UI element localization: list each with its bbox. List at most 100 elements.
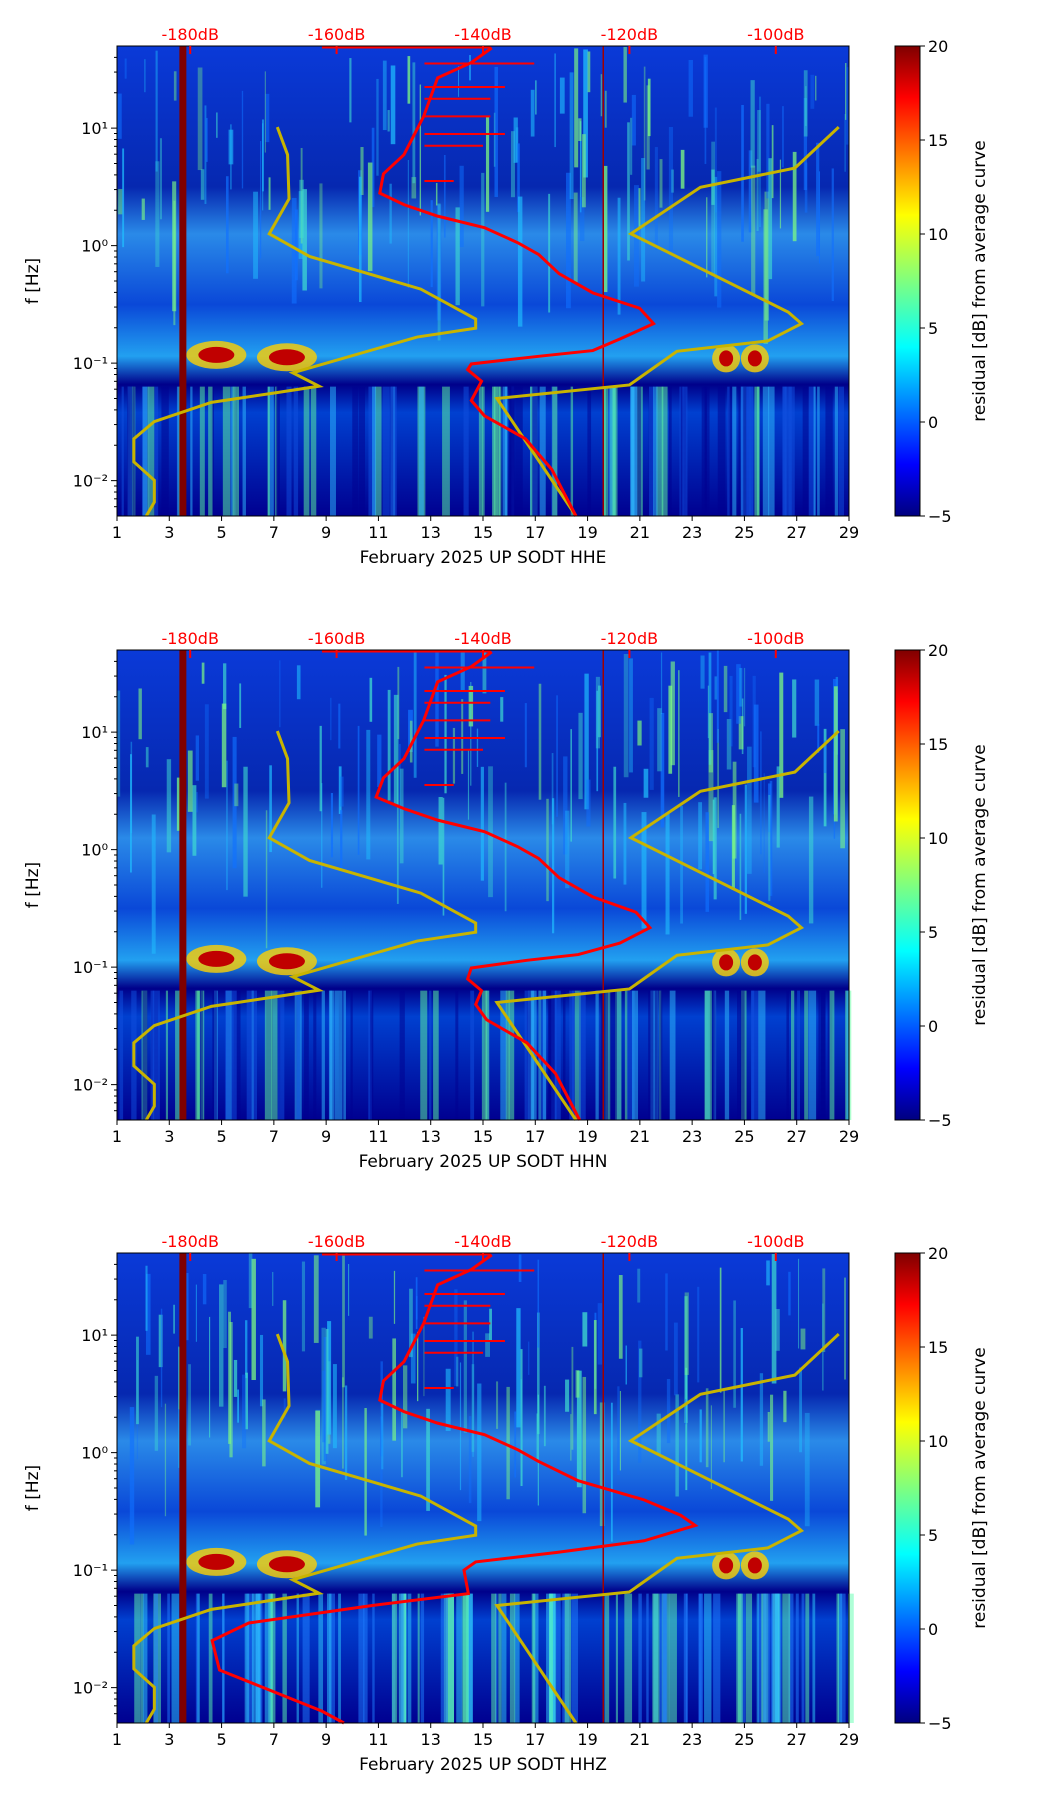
spectrogram-stripe	[805, 1593, 810, 1723]
spectrogram-stripe	[201, 662, 205, 684]
spectrogram-stripe	[363, 1593, 368, 1723]
spectrogram-stripe	[481, 172, 485, 307]
x-tick-label: 9	[321, 1127, 331, 1146]
spectrogram-stripe	[536, 1413, 539, 1462]
spectrogram-stripe	[360, 147, 364, 195]
spectrogram-stripe	[417, 1593, 420, 1723]
spectrogram-stripe	[595, 676, 600, 749]
spectrogram-stripe	[485, 117, 490, 212]
spectrogram-stripe	[321, 1327, 326, 1465]
spectrogram-stripe	[167, 1593, 170, 1723]
spectrogram-stripe	[229, 1322, 233, 1458]
spectrogram-stripe	[604, 90, 607, 128]
spectrogram-stripe	[823, 728, 827, 827]
spectrogram-stripe	[784, 386, 792, 516]
spectrogram-stripe	[665, 812, 670, 935]
spectrogram-stripe	[142, 386, 148, 516]
spectrogram-stripe	[300, 147, 303, 244]
spectrogram-stripe	[813, 386, 816, 516]
colorbar-tick-label: 15	[928, 131, 948, 150]
spectrogram-stripe	[643, 768, 649, 798]
spectrogram-stripe	[368, 990, 372, 1120]
spectrogram-stripe	[656, 386, 664, 516]
spectrogram-stripe	[122, 148, 125, 248]
spectrogram-stripe	[144, 59, 146, 93]
spectrogram-stripe	[426, 1408, 430, 1511]
spectrogram-stripe	[723, 665, 728, 713]
spectrogram-stripe	[187, 750, 193, 812]
spectrogram-stripe	[648, 990, 654, 1120]
spectrogram-stripe	[569, 990, 575, 1120]
average-psd-curve	[374, 650, 653, 1121]
spectrogram-stripe	[442, 386, 450, 516]
spectrogram-stripe	[548, 990, 555, 1120]
spectrogram-stripe	[339, 776, 344, 807]
spectrogram-stripe	[261, 119, 264, 192]
spectrogram-stripe	[468, 1416, 472, 1504]
spectrogram-stripe	[748, 150, 753, 233]
spectrogram-stripe	[574, 48, 579, 168]
db-tick-label: -140dB	[454, 25, 511, 44]
spectrogram-stripe	[253, 191, 258, 279]
spectrogram-stripe	[413, 651, 417, 778]
colorbar-tick-label: 15	[928, 735, 948, 754]
spectrogram-stripe	[798, 1258, 800, 1349]
spectrogram-stripe	[437, 203, 441, 341]
spectrogram-stripe	[243, 766, 248, 897]
spectrogram-stripe	[574, 990, 581, 1120]
db-tick-label: -160dB	[308, 1232, 365, 1251]
x-tick-label: 5	[216, 1127, 226, 1146]
spectrogram-stripe	[501, 1593, 507, 1723]
spectrogram-stripe	[463, 386, 469, 516]
spectrogram-stripe	[357, 725, 360, 855]
spectrogram-stripe	[367, 162, 373, 272]
spectrogram-stripe	[407, 159, 409, 288]
colorbar-tick-label: −5	[928, 507, 952, 526]
spectrogram-stripe	[572, 990, 575, 1120]
spectrogram-stripe	[731, 805, 735, 891]
colorbar-tick-label: 10	[928, 225, 948, 244]
spectrogram-stripe	[242, 386, 246, 516]
spectrogram-stripe	[711, 141, 716, 276]
x-tick-label: 3	[164, 1127, 174, 1146]
spectrogram-stripe	[548, 193, 551, 313]
spectrogram-stripe	[436, 204, 442, 321]
colorbar-tick-label: 15	[928, 1338, 948, 1357]
spectrogram-stripe	[199, 386, 205, 516]
spectrogram-stripe	[491, 386, 500, 516]
spectrogram-stripe	[338, 766, 342, 814]
spectrogram-stripe	[302, 1593, 310, 1723]
spectrogram-stripe	[744, 784, 747, 914]
spectrogram-stripe	[595, 990, 599, 1120]
colorbar-tick-label: 0	[928, 1620, 938, 1639]
spectrogram-stripe	[524, 990, 530, 1120]
spectrogram-stripe	[801, 1593, 805, 1723]
spectrogram-stripe	[279, 660, 281, 728]
spectrogram-stripe	[750, 80, 755, 168]
spectrogram-stripe	[575, 1370, 580, 1398]
spectrogram-stripe	[539, 386, 546, 516]
spectrogram-stripe	[661, 386, 668, 516]
spectrogram-stripe	[817, 723, 820, 753]
db-tick-label: -140dB	[454, 629, 511, 648]
spectrogram-stripe	[581, 134, 586, 208]
spectrogram-stripe	[382, 60, 387, 131]
spectrogram-stripe	[810, 74, 815, 109]
spectrogram-stripe	[804, 990, 809, 1120]
colorbar-tick-label: 10	[928, 1432, 948, 1451]
spectrogram-stripe	[319, 725, 322, 812]
spectrogram-stripe	[546, 1593, 552, 1723]
spectrogram-stripe	[627, 990, 635, 1120]
spectrogram-stripe	[478, 386, 483, 516]
spectrogram-stripe	[682, 386, 688, 516]
spectrogram-stripe	[326, 1593, 332, 1723]
spectrogram-stripe	[733, 1300, 736, 1408]
spectrogram-stripe	[582, 1376, 587, 1514]
spectrogram-stripe	[615, 1593, 618, 1723]
y-tick-label: 10¹	[81, 119, 108, 138]
spectrogram-stripe	[542, 990, 547, 1120]
spectrogram-stripe	[759, 1373, 764, 1466]
spectrogram-stripe	[440, 1593, 449, 1723]
y-tick-label: 10⁰	[81, 1444, 108, 1463]
spectrogram-stripe	[845, 62, 847, 120]
